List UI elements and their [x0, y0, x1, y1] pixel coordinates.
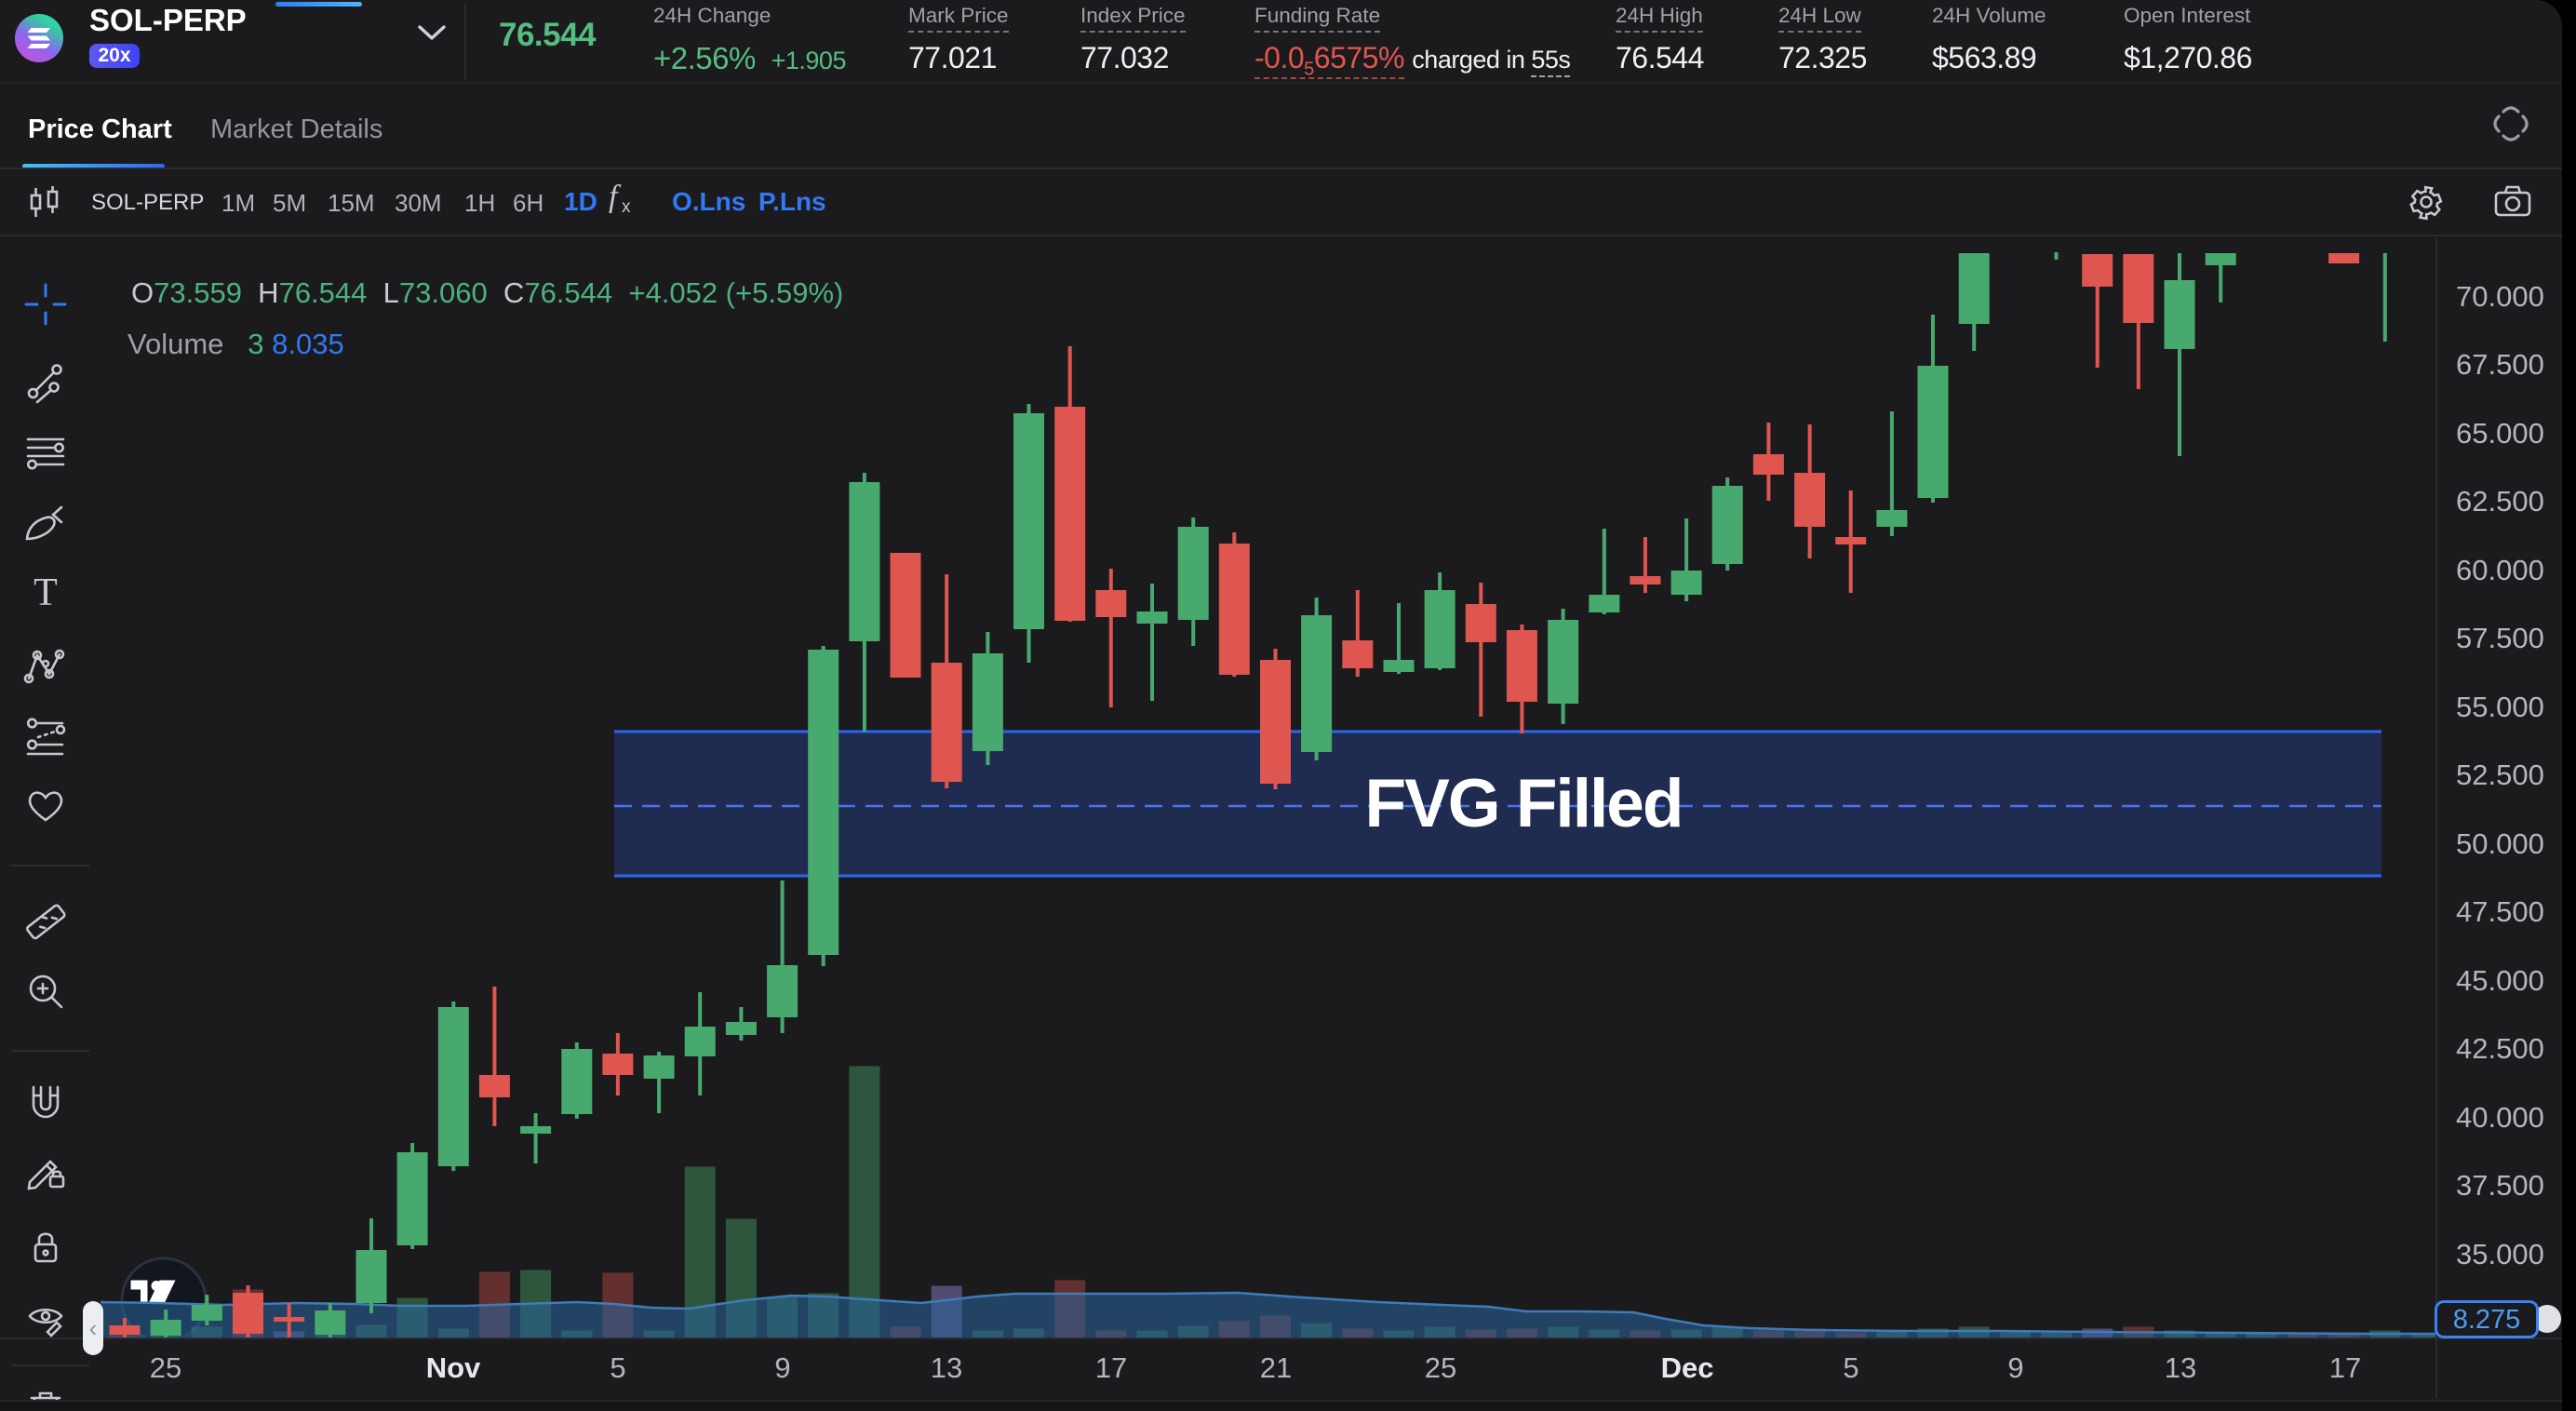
svg-text:FVG Filled: FVG Filled: [1365, 766, 1683, 841]
svg-text:x: x: [622, 197, 631, 217]
svg-text:f: f: [609, 180, 622, 214]
svg-text:T: T: [34, 571, 58, 614]
